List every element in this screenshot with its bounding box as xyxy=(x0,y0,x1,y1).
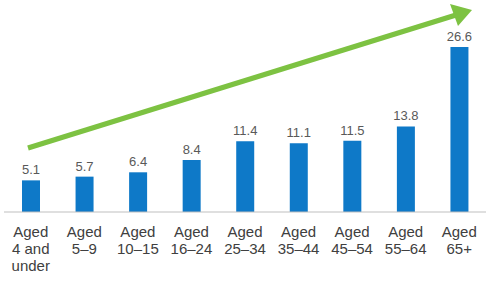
svg-text:11.4: 11.4 xyxy=(233,123,257,138)
svg-text:6.4: 6.4 xyxy=(129,154,147,169)
svg-text:Aged5–9: Aged5–9 xyxy=(67,223,102,257)
svg-text:8.4: 8.4 xyxy=(183,142,201,157)
svg-text:13.8: 13.8 xyxy=(393,108,418,123)
svg-text:5.7: 5.7 xyxy=(76,159,94,174)
svg-text:11.1: 11.1 xyxy=(287,125,311,140)
svg-text:Aged65+: Aged65+ xyxy=(442,223,477,257)
svg-text:5.1: 5.1 xyxy=(22,162,40,177)
svg-text:Aged35–44: Aged35–44 xyxy=(278,223,320,257)
svg-text:Aged55–64: Aged55–64 xyxy=(385,223,427,257)
svg-text:26.6: 26.6 xyxy=(447,29,472,44)
svg-text:11.5: 11.5 xyxy=(340,123,364,138)
svg-text:Aged25–34: Aged25–34 xyxy=(224,223,266,257)
svg-text:Aged16–24: Aged16–24 xyxy=(171,223,213,257)
svg-text:Aged45–54: Aged45–54 xyxy=(331,223,373,257)
svg-text:Aged4 andunder: Aged4 andunder xyxy=(12,223,50,274)
svg-text:Aged10–15: Aged10–15 xyxy=(117,223,159,257)
